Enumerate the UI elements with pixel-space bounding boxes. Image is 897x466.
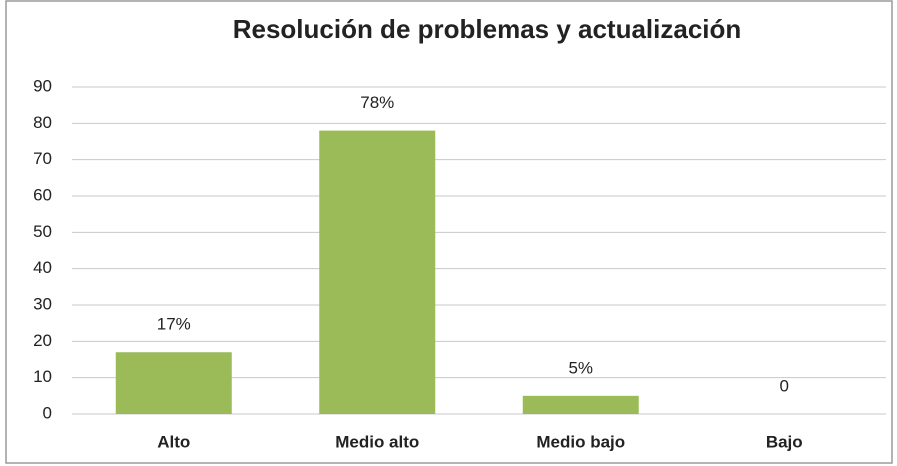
x-tick-label: Alto	[157, 432, 190, 451]
y-tick-label: 60	[33, 185, 52, 204]
data-label: 0	[780, 376, 789, 395]
bar	[115, 352, 232, 414]
bar	[522, 395, 639, 414]
y-tick-label: 20	[33, 331, 52, 350]
chart-title: Resolución de problemas y actualización	[233, 14, 742, 44]
data-label: 17%	[157, 315, 191, 334]
y-tick-label: 80	[33, 113, 52, 132]
x-tick-label: Medio bajo	[536, 432, 625, 451]
data-label: 78%	[360, 93, 394, 112]
y-tick-label: 90	[33, 76, 52, 95]
y-tick-label: 40	[33, 258, 52, 277]
y-tick-label: 70	[33, 149, 52, 168]
x-tick-label: Bajo	[766, 432, 803, 451]
x-tick-label: Medio alto	[335, 432, 419, 451]
y-tick-label: 0	[43, 403, 52, 422]
y-tick-label: 50	[33, 222, 52, 241]
bar	[319, 130, 436, 414]
data-label: 5%	[568, 358, 593, 377]
y-tick-label: 10	[33, 367, 52, 386]
y-tick-label: 30	[33, 294, 52, 313]
